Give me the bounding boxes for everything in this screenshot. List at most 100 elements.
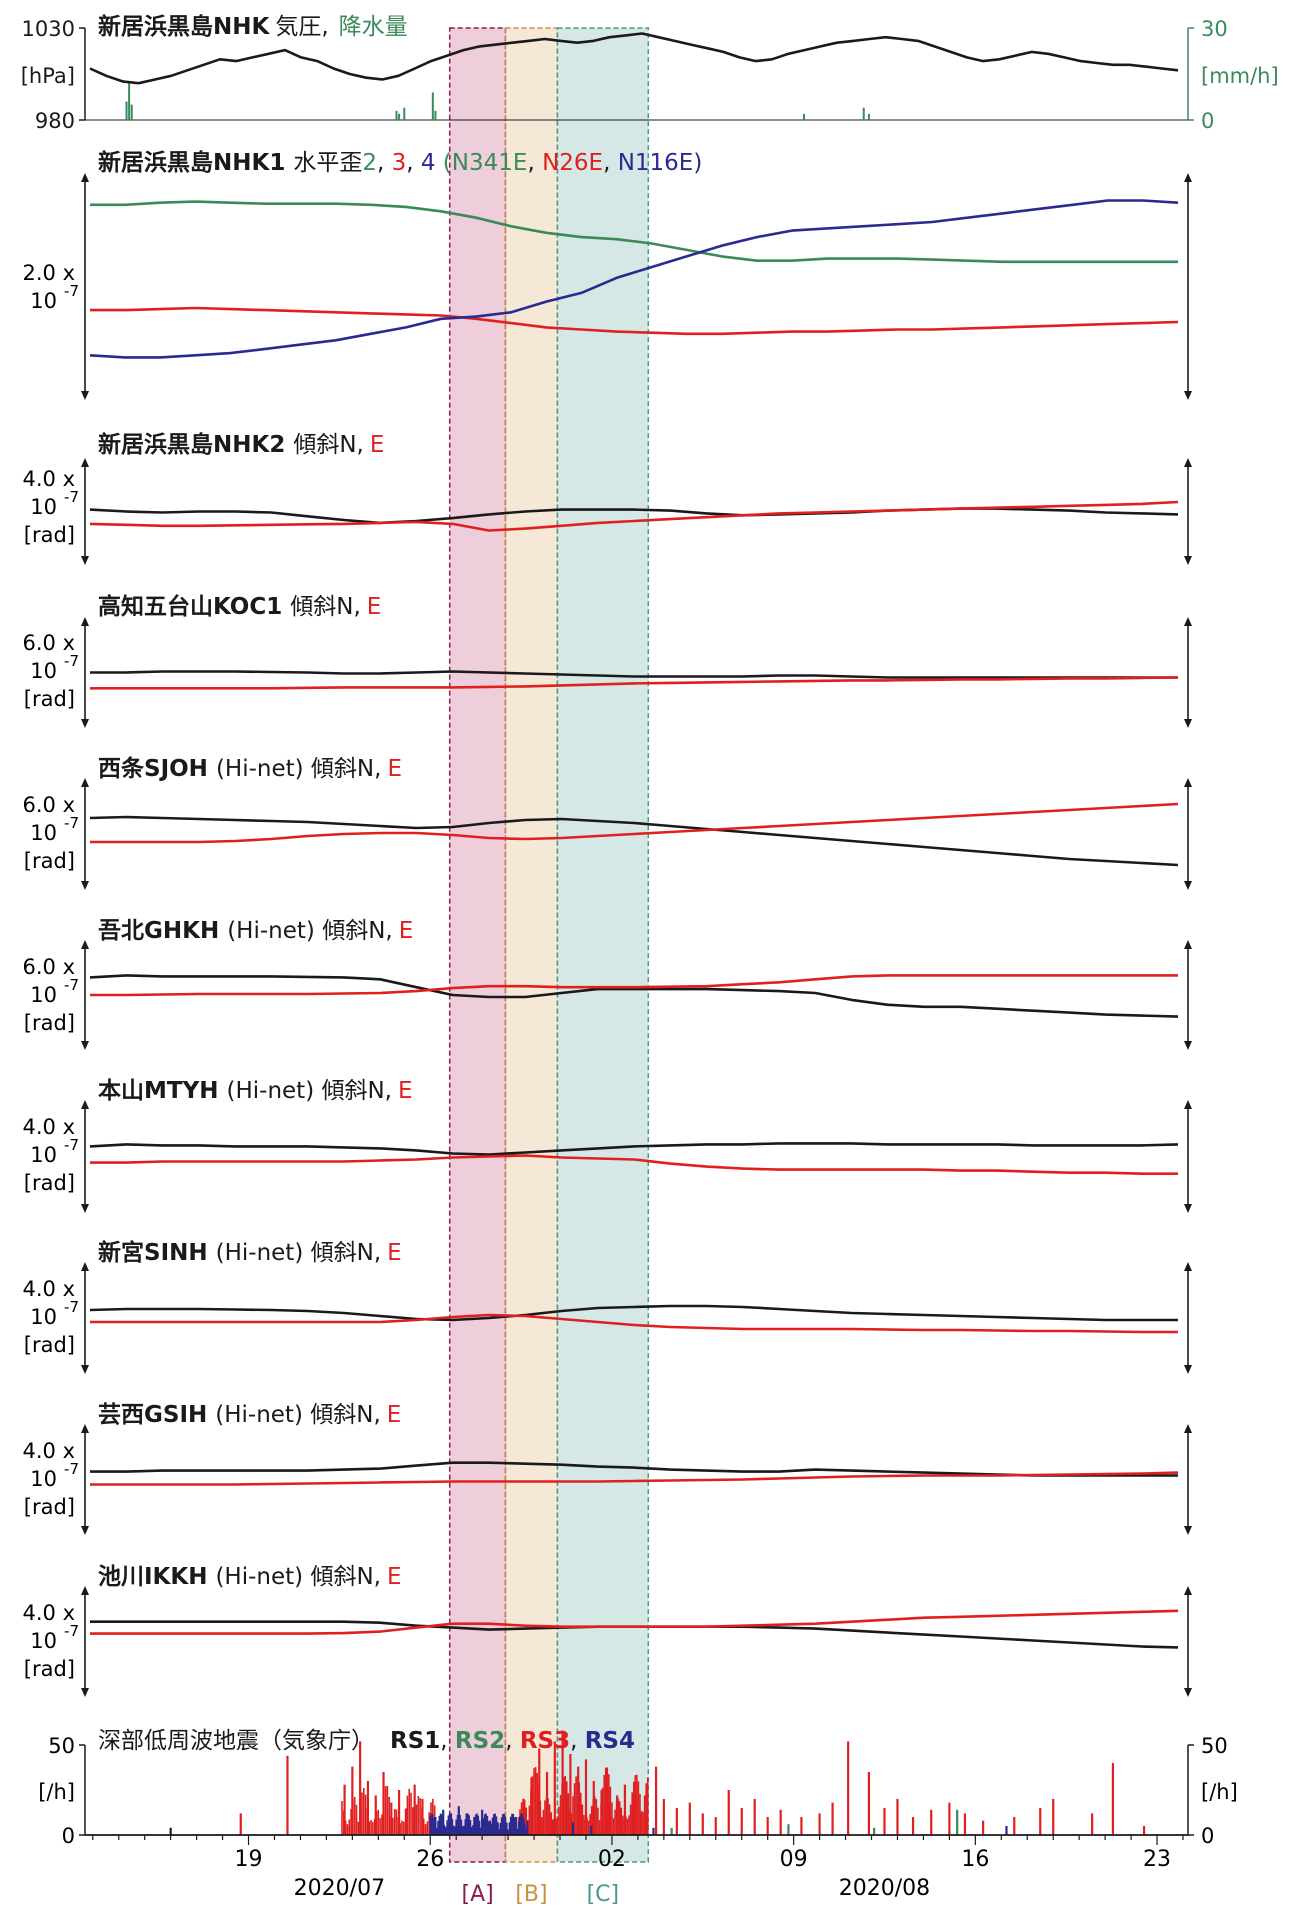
scale-exponent: -7 (64, 282, 79, 300)
rain-bar (862, 107, 865, 120)
lfe-bar-red (426, 1821, 429, 1835)
lfe-bar-blue (494, 1813, 496, 1835)
rain-bar (431, 92, 434, 120)
lfe-bar-red (381, 1814, 383, 1835)
lfe-bar-red (662, 1799, 665, 1835)
lfe-bar-red (592, 1799, 595, 1835)
series-line-red (90, 974, 1178, 997)
series-line-red (90, 802, 1179, 844)
lfe-bar-red (766, 1817, 769, 1835)
x-tick-label: 16 (961, 1847, 989, 1872)
lfe-bar-blue (468, 1815, 470, 1835)
lfe-bar-red (896, 1799, 899, 1835)
lfe-bar-red (631, 1792, 633, 1835)
lfe-bar-red (553, 1741, 556, 1835)
lfe-bar-blue (460, 1819, 463, 1835)
lfe-bar-red (544, 1800, 546, 1835)
scale-label: 4.0 x (23, 1277, 76, 1301)
title-measure: (Hi-net) 傾斜N, (216, 1240, 382, 1266)
series-line-black (89, 815, 1179, 867)
title-e-component: E (370, 432, 385, 458)
scale-unit: [rad] (24, 1333, 75, 1357)
lfe-bar-red (606, 1767, 609, 1835)
lfe-bar-red (545, 1796, 548, 1835)
title-component: N341E (452, 150, 528, 176)
lfe-bar-red (366, 1808, 369, 1835)
lfe-bar-red (911, 1817, 915, 1835)
lfe-bar-blue (463, 1825, 465, 1835)
arrow-head-bottom (1184, 1526, 1192, 1535)
lfe-bar-red (395, 1809, 398, 1835)
lfe-bar-red (377, 1809, 380, 1835)
lfe-bar-red (370, 1820, 372, 1835)
arrow-head-top (1184, 617, 1192, 626)
scale-exponent: -7 (64, 488, 79, 506)
lfe-bar-red (629, 1804, 632, 1835)
lfe-bar-red (831, 1802, 834, 1835)
panel-IKKH: 池川IKKH (Hi-net) 傾斜N, E 4.0 x 10 -7 [rad] (23, 1564, 1192, 1697)
left-scale-arrow (81, 173, 89, 400)
zone-band (504, 27, 559, 1863)
panel-pressure: 新居浜黒島NHK 気圧, 降水量 1030 [hPa] 980 30 [mm/h] 0 (21, 13, 1279, 133)
series-line-green (90, 200, 1178, 264)
lfe-bar-green (787, 1824, 790, 1835)
lfe-bar-red (614, 1809, 616, 1835)
lfe-bar-red (594, 1796, 596, 1835)
rain-bar (130, 104, 133, 120)
lfe-bar-blue (522, 1824, 525, 1835)
lfe-bar-red (352, 1799, 354, 1835)
lfe-bar-red (581, 1804, 584, 1835)
lfe-bar-red (531, 1776, 534, 1835)
lfe-bar-red (578, 1782, 581, 1835)
title-measure: (Hi-net) 傾斜N, (216, 756, 382, 782)
lfe-bar-blue (445, 1827, 447, 1835)
title-component: ) (693, 150, 702, 176)
lfe-bar-red (562, 1777, 565, 1835)
lfe-bar-red (982, 1820, 985, 1835)
lfe-bar-red (550, 1812, 552, 1835)
lfe-bar-blue (521, 1814, 524, 1835)
lfe-bar-red (412, 1807, 414, 1835)
scale-label: 4.0 x (23, 1601, 76, 1625)
left-scale-arrow (81, 1424, 89, 1535)
lfe-bar-red (528, 1805, 531, 1835)
lfe-bar-red (386, 1786, 389, 1835)
lfe-bar-red (579, 1792, 582, 1835)
scale-power: 10 (30, 821, 57, 845)
lfe-bar-red (883, 1808, 886, 1835)
scale-power: 10 (30, 1629, 57, 1653)
lfe-bar-blue (429, 1816, 432, 1835)
arrow-head-bottom (81, 1041, 89, 1050)
lfe-bar-red (572, 1796, 574, 1835)
lfe-bar-red (1142, 1826, 1146, 1835)
x-tick-label: 09 (780, 1847, 808, 1872)
lfe-bar-red (628, 1815, 630, 1835)
lfe-bar-blue (503, 1813, 506, 1835)
right-scale-arrow (1184, 173, 1192, 400)
right-scale-arrow (1184, 1262, 1192, 1374)
lfe-bar-blue (434, 1817, 437, 1835)
lfe-bar-red (368, 1821, 371, 1835)
left-unit-label: [hPa] (21, 64, 75, 88)
x-month-label: 2020/08 (839, 1876, 930, 1901)
right-scale-arrow (1184, 617, 1192, 728)
lfe-bar-red (561, 1730, 564, 1835)
x-tick-label: 19 (235, 1847, 263, 1872)
lfe-bar-blue (488, 1820, 492, 1835)
rain-bar (403, 107, 406, 120)
lfe-bar-red (341, 1801, 343, 1835)
arrow-head-bottom (1184, 1365, 1192, 1374)
title-measure: 傾斜N, (290, 594, 361, 620)
right-tick-label: 50 (1201, 1734, 1228, 1758)
title-station: 池川IKKH (98, 1564, 207, 1590)
panel-KOC1: 高知五台山KOC1 傾斜N, E 6.0 x 10 -7 [rad] (23, 593, 1192, 728)
lfe-bar-red (346, 1824, 349, 1835)
arrow-head-bottom (81, 1688, 89, 1697)
lfe-bar-red (675, 1808, 678, 1835)
lfe-bar-red (623, 1819, 626, 1835)
title-e-component: E (398, 1078, 413, 1104)
scale-label: 6.0 x (23, 631, 76, 655)
right-scale-arrow (1184, 940, 1192, 1050)
lfe-bar-blue (482, 1818, 485, 1835)
title-station: 本山MTYH (98, 1078, 218, 1104)
